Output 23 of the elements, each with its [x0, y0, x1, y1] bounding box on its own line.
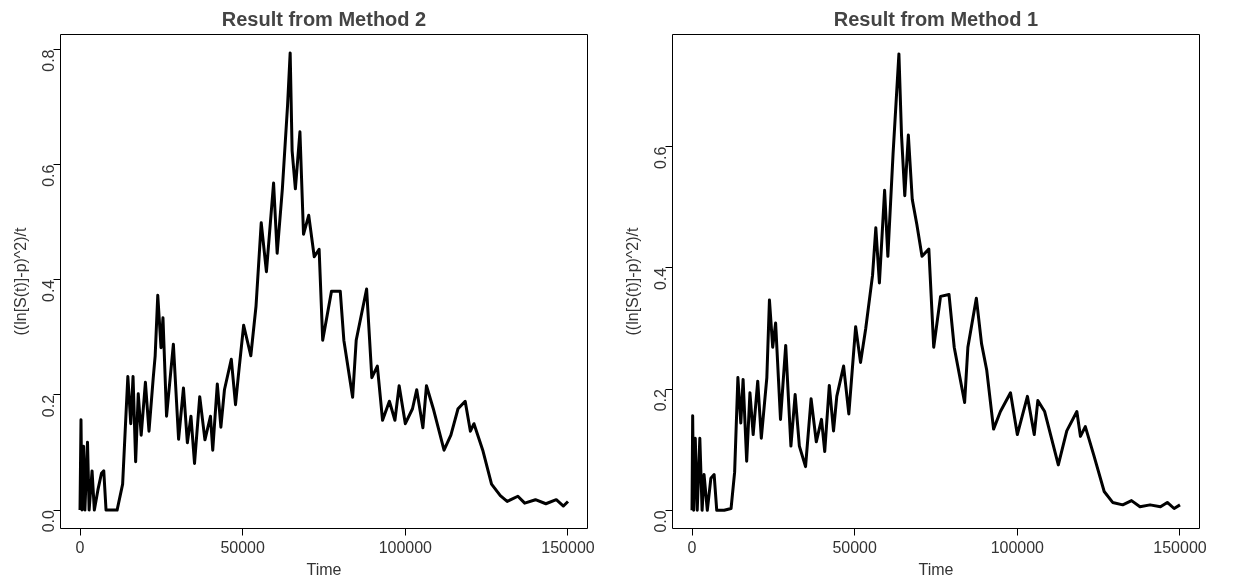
- y-tick-label: 0.4: [40, 279, 58, 303]
- x-tick-label: 50000: [220, 538, 266, 556]
- y-tick-label: 0.2: [652, 388, 670, 412]
- x-tick-label: 0: [75, 538, 85, 556]
- y-tick-label: 0.2: [40, 394, 58, 418]
- chart-title: Result from Method 2: [221, 7, 427, 30]
- y-axis-title: ((ln[S(t)]-p)^2)/t: [623, 226, 641, 336]
- y-axis-title: ((ln[S(t)]-p)^2)/t: [11, 226, 29, 336]
- x-tick-label: 0: [687, 538, 697, 556]
- x-axis-title: Time: [918, 560, 954, 578]
- y-tick-label: 0.6: [40, 164, 58, 187]
- y-tick-label: 0.6: [652, 146, 670, 169]
- chart-title: Result from Method 1: [833, 7, 1039, 30]
- x-tick-label: 100000: [990, 538, 1045, 556]
- x-tick-label: 150000: [1153, 538, 1207, 556]
- y-tick-label: 0.0: [652, 510, 670, 533]
- y-tick-label: 0.8: [40, 49, 58, 72]
- x-tick-label: 150000: [541, 538, 595, 556]
- x-tick-label: 100000: [378, 538, 433, 556]
- y-tick-label: 0.4: [652, 267, 670, 291]
- x-tick-label: 50000: [832, 538, 878, 556]
- y-tick-label: 0.0: [40, 509, 58, 533]
- x-axis-title: Time: [306, 560, 342, 578]
